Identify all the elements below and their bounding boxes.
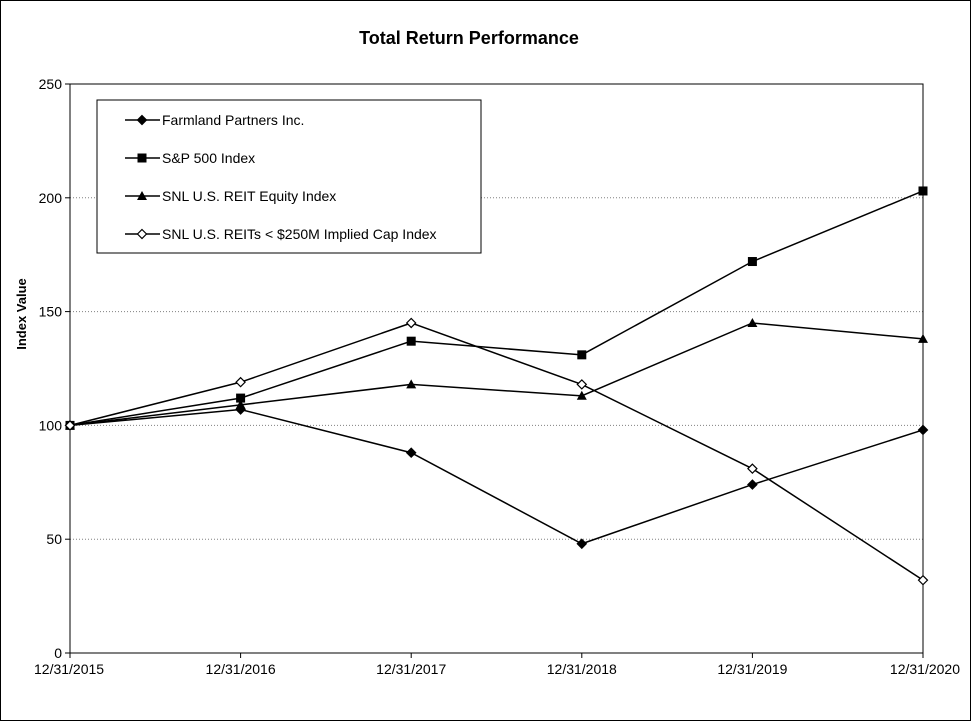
triangle-marker xyxy=(918,333,928,343)
legend-item: SNL U.S. REIT Equity Index xyxy=(125,188,336,204)
series-line xyxy=(69,190,924,427)
series-1 xyxy=(64,404,929,550)
open-diamond-marker xyxy=(917,574,929,586)
diamond-marker xyxy=(136,114,148,126)
x-axis-ticks: 12/31/2015 12/31/2016 12/31/2017 12/31/2018… xyxy=(34,653,960,677)
square-marker xyxy=(918,186,928,196)
y-tick-label: 50 xyxy=(46,531,62,547)
chart-title: Total Return Performance xyxy=(359,28,579,48)
diamond-marker xyxy=(917,424,929,436)
series-3 xyxy=(65,317,928,430)
square-marker xyxy=(577,350,587,360)
grid-lines xyxy=(70,197,923,540)
legend-box xyxy=(96,99,482,254)
triangle-marker xyxy=(576,390,587,400)
square-marker xyxy=(236,393,246,403)
x-tick-label: 12/31/2018 xyxy=(547,661,617,677)
open-diamond-marker xyxy=(136,228,148,240)
y-tick-label: 200 xyxy=(39,190,63,206)
x-tick-label: 12/31/2019 xyxy=(717,661,787,677)
open-diamond-marker xyxy=(405,317,417,329)
legend-label: SNL U.S. REITs < $250M Implied Cap Index xyxy=(162,226,437,242)
triangle-marker xyxy=(137,191,147,200)
x-tick-label: 12/31/2016 xyxy=(206,661,276,677)
series-4 xyxy=(64,317,929,586)
legend-item: Farmland Partners Inc. xyxy=(125,112,304,128)
y-axis-ticks: 0 50 100 150 200 250 xyxy=(39,76,70,661)
open-diamond-marker xyxy=(235,376,246,388)
y-tick-label: 0 xyxy=(54,645,62,661)
series-group xyxy=(64,186,929,586)
legend-item: S&P 500 Index xyxy=(125,150,255,166)
open-diamond-marker xyxy=(64,420,76,431)
legend-label: S&P 500 Index xyxy=(162,150,255,166)
series-line xyxy=(69,408,924,545)
open-diamond-marker xyxy=(576,379,588,390)
series-line xyxy=(69,322,924,581)
square-marker xyxy=(747,257,757,267)
y-tick-label: 250 xyxy=(39,76,63,92)
triangle-marker xyxy=(406,379,417,389)
legend-label: SNL U.S. REIT Equity Index xyxy=(162,188,336,204)
plot-area xyxy=(69,83,924,654)
y-tick-label: 150 xyxy=(39,304,63,320)
square-marker xyxy=(137,153,147,163)
open-diamond-marker xyxy=(747,463,758,474)
x-tick-label: 12/31/2015 xyxy=(34,661,104,677)
x-tick-label: 12/31/2017 xyxy=(376,661,446,677)
legend-label: Farmland Partners Inc. xyxy=(162,112,304,128)
diamond-marker xyxy=(747,479,758,490)
x-tick-label: 12/31/2020 xyxy=(890,661,960,677)
legend-item: SNL U.S. REITs < $250M Implied Cap Index xyxy=(125,226,437,242)
legend: Farmland Partners Inc. S&P 500 Index SNL U… xyxy=(96,99,482,254)
diamond-marker xyxy=(576,538,588,550)
series-line xyxy=(69,322,924,427)
y-axis-label: Index Value xyxy=(14,278,29,350)
square-marker xyxy=(406,336,416,346)
triangle-marker xyxy=(747,317,758,327)
triangle-marker xyxy=(235,399,246,409)
diamond-marker xyxy=(405,447,417,459)
y-tick-label: 100 xyxy=(39,417,63,433)
